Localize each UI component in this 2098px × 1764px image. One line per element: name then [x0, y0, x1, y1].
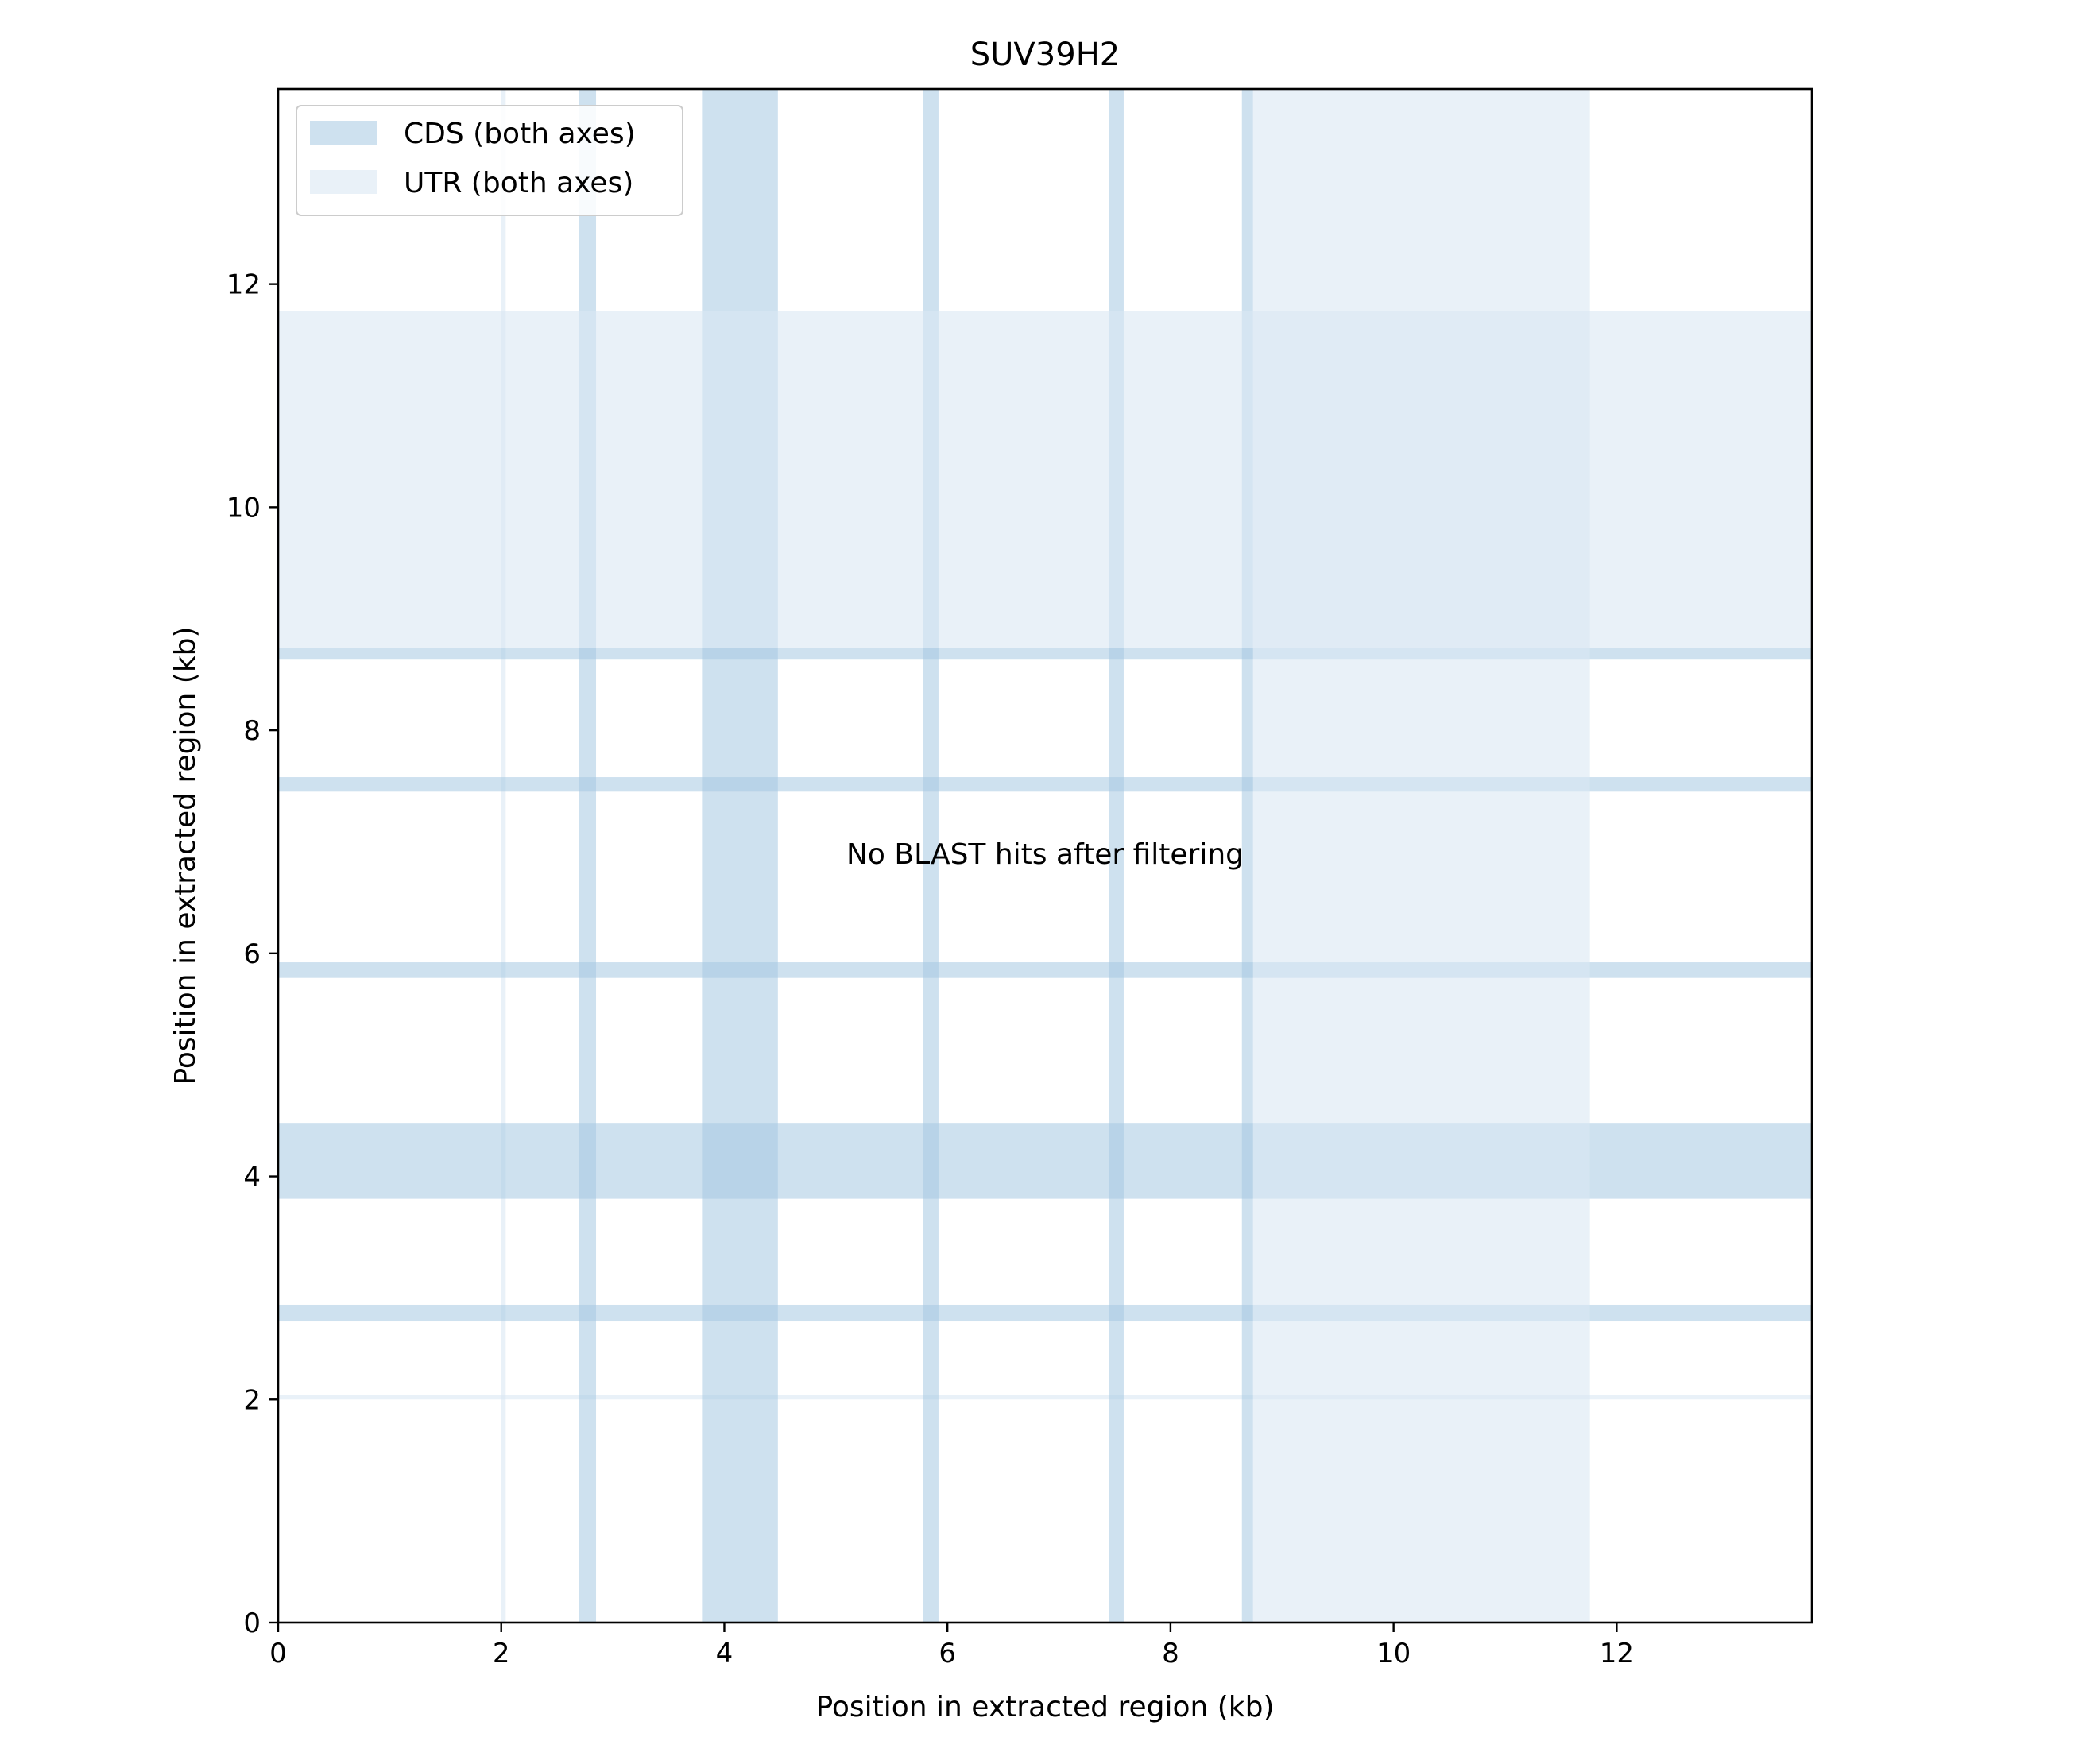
legend-frame [296, 105, 683, 216]
feature-band-y-utr-0 [278, 1395, 1812, 1400]
feature-band-y-utr-6 [278, 311, 1812, 648]
y-axis-ticks: 0 2 4 6 8 10 12 [226, 269, 278, 1639]
y-axis-label: Position in extracted region (kb) [169, 626, 202, 1085]
x-tick-label: 6 [939, 1638, 956, 1669]
feature-bands [278, 89, 1812, 1623]
x-tick-label: 8 [1162, 1638, 1179, 1669]
plot-area [277, 87, 1813, 1624]
feature-band-x-utr-0 [501, 89, 506, 1623]
legend-swatch-cds [310, 121, 377, 145]
legend-label-cds: CDS (both axes) [404, 118, 636, 150]
x-tick-label: 0 [269, 1638, 287, 1669]
axes-frame [277, 87, 1813, 1624]
no-hits-annotation: No BLAST hits after filtering [846, 838, 1244, 871]
legend-swatch-utr [310, 170, 377, 194]
y-tick-label: 4 [243, 1162, 261, 1193]
x-axis-ticks: 0 2 4 6 8 10 12 [269, 1623, 1634, 1669]
x-tick-label: 2 [493, 1638, 510, 1669]
y-tick-label: 0 [243, 1607, 261, 1639]
y-tick-label: 12 [226, 269, 261, 301]
y-tick-label: 2 [243, 1384, 261, 1416]
x-tick-label: 10 [1376, 1638, 1411, 1669]
legend: CDS (both axes) UTR (both axes) [296, 105, 683, 216]
x-tick-label: 12 [1600, 1638, 1634, 1669]
chart-title: SUV39H2 [970, 37, 1120, 73]
y-tick-label: 10 [226, 492, 261, 524]
y-tick-label: 8 [243, 715, 261, 747]
x-tick-label: 4 [716, 1638, 734, 1669]
x-axis-label: Position in extracted region (kb) [815, 1691, 1274, 1723]
legend-label-utr: UTR (both axes) [404, 167, 633, 199]
y-tick-label: 6 [243, 938, 261, 970]
